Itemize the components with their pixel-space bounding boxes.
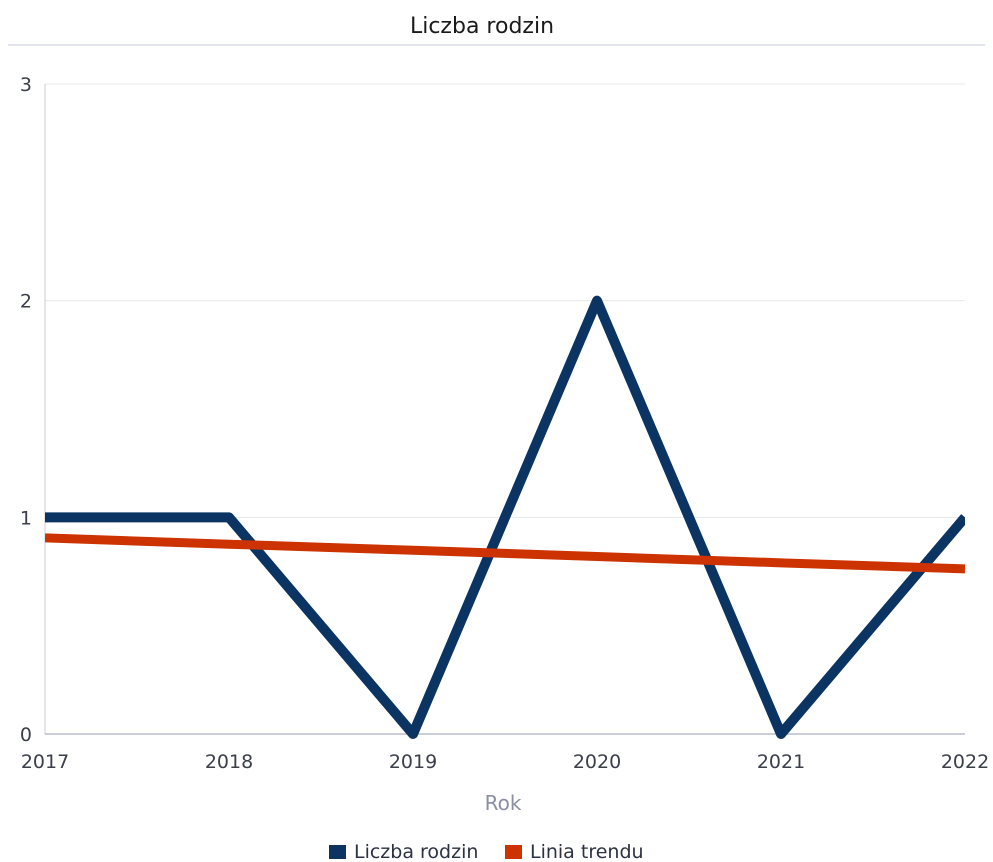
y-axis-ticks: 0 1 2 3 [20, 74, 32, 746]
x-axis-title: Rok [485, 791, 522, 815]
y-tick-label: 2 [20, 291, 32, 313]
x-axis-ticks: 2017 2018 2019 2020 2021 2022 [21, 751, 989, 773]
legend-item-linia-trendu[interactable]: Linia trendu [505, 841, 644, 862]
y-tick-label: 1 [20, 507, 32, 529]
y-tick-label: 0 [20, 724, 32, 746]
series-group [45, 295, 965, 739]
series-line-liczba-rodzin [45, 295, 965, 739]
x-tick-label: 2021 [757, 751, 805, 773]
legend-swatch-liczba-rodzin [329, 845, 346, 859]
series-line-linia-trendu [45, 533, 965, 574]
y-tick-label: 3 [20, 74, 32, 96]
legend-label-liczba-rodzin: Liczba rodzin [354, 841, 478, 862]
x-tick-label: 2017 [21, 751, 69, 773]
x-tick-label: 2020 [573, 751, 621, 773]
legend: Liczba rodzin Linia trendu [329, 841, 644, 862]
x-tick-label: 2022 [941, 751, 989, 773]
chart-title: Liczba rodzin [410, 14, 554, 39]
x-tick-label: 2019 [389, 751, 437, 773]
legend-label-linia-trendu: Linia trendu [530, 841, 644, 862]
legend-item-liczba-rodzin[interactable]: Liczba rodzin [329, 841, 478, 862]
legend-swatch-linia-trendu [505, 845, 522, 859]
x-tick-label: 2018 [205, 751, 253, 773]
gridlines [45, 83, 965, 518]
